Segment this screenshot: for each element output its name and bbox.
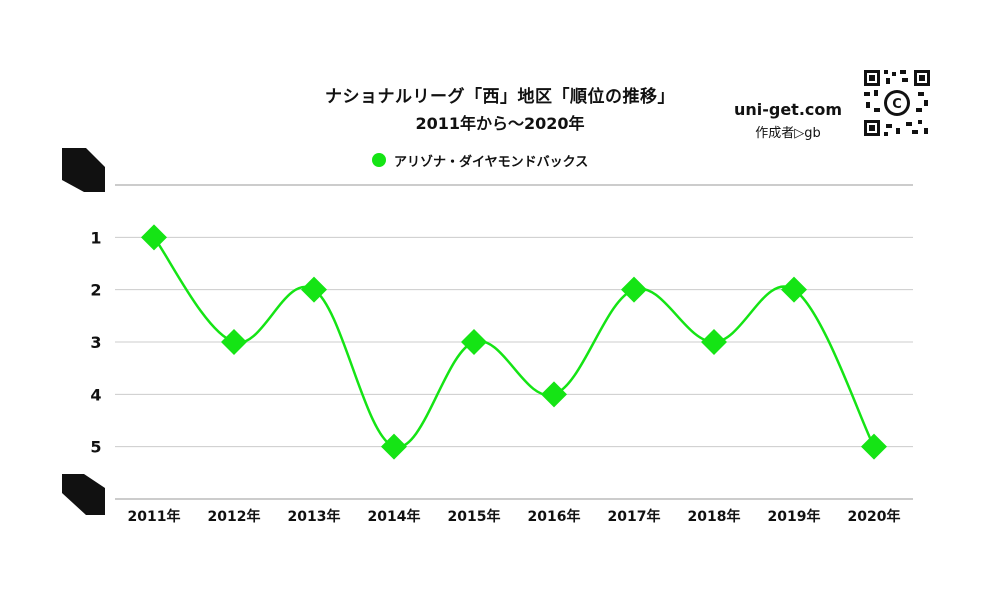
data-point-marker — [861, 433, 887, 460]
author-credit: 作成者▷gb — [755, 126, 821, 141]
axis-bottom-bracket — [62, 474, 105, 515]
y-tick-label: 1 — [90, 228, 101, 247]
chart-title: ナショナルリーグ「西」地区「順位の推移」 — [325, 87, 675, 107]
series-line — [153, 236, 876, 449]
legend-swatch — [372, 153, 386, 167]
data-point-marker — [301, 276, 327, 303]
x-tick-label: 2020年 — [848, 508, 901, 525]
data-point-marker — [621, 276, 647, 303]
data-point-marker — [381, 433, 407, 460]
x-tick-label: 2012年 — [208, 508, 261, 525]
data-point-marker — [221, 329, 247, 355]
axis-top-bracket — [62, 148, 105, 192]
y-tick-label: 4 — [90, 385, 101, 404]
data-point-marker — [461, 329, 487, 355]
x-tick-label: 2014年 — [368, 508, 421, 525]
y-tick-label: 5 — [90, 438, 101, 457]
x-tick-label: 2011年 — [128, 508, 181, 525]
x-tick-label: 2016年 — [528, 508, 581, 525]
svg-text:C: C — [892, 97, 902, 112]
y-tick-label: 3 — [90, 333, 101, 352]
x-tick-label: 2015年 — [448, 508, 501, 525]
x-tick-label: 2013年 — [288, 508, 341, 525]
data-point-marker — [781, 276, 807, 303]
chart-subtitle: 2011年から～2020年 — [415, 114, 585, 133]
x-tick-label: 2019年 — [768, 508, 821, 525]
legend: アリゾナ・ダイヤモンドバックス — [372, 150, 588, 170]
data-point-marker — [541, 381, 567, 408]
qr-code-icon: C — [862, 68, 932, 138]
site-name: uni-get.com — [733, 100, 843, 119]
x-tick-label: 2017年 — [608, 508, 661, 525]
data-point-marker — [701, 329, 727, 355]
legend-label: アリゾナ・ダイヤモンドバックス — [394, 154, 589, 170]
y-tick-label: 2 — [90, 281, 101, 300]
x-tick-label: 2018年 — [688, 508, 741, 525]
data-point-marker — [141, 224, 167, 251]
